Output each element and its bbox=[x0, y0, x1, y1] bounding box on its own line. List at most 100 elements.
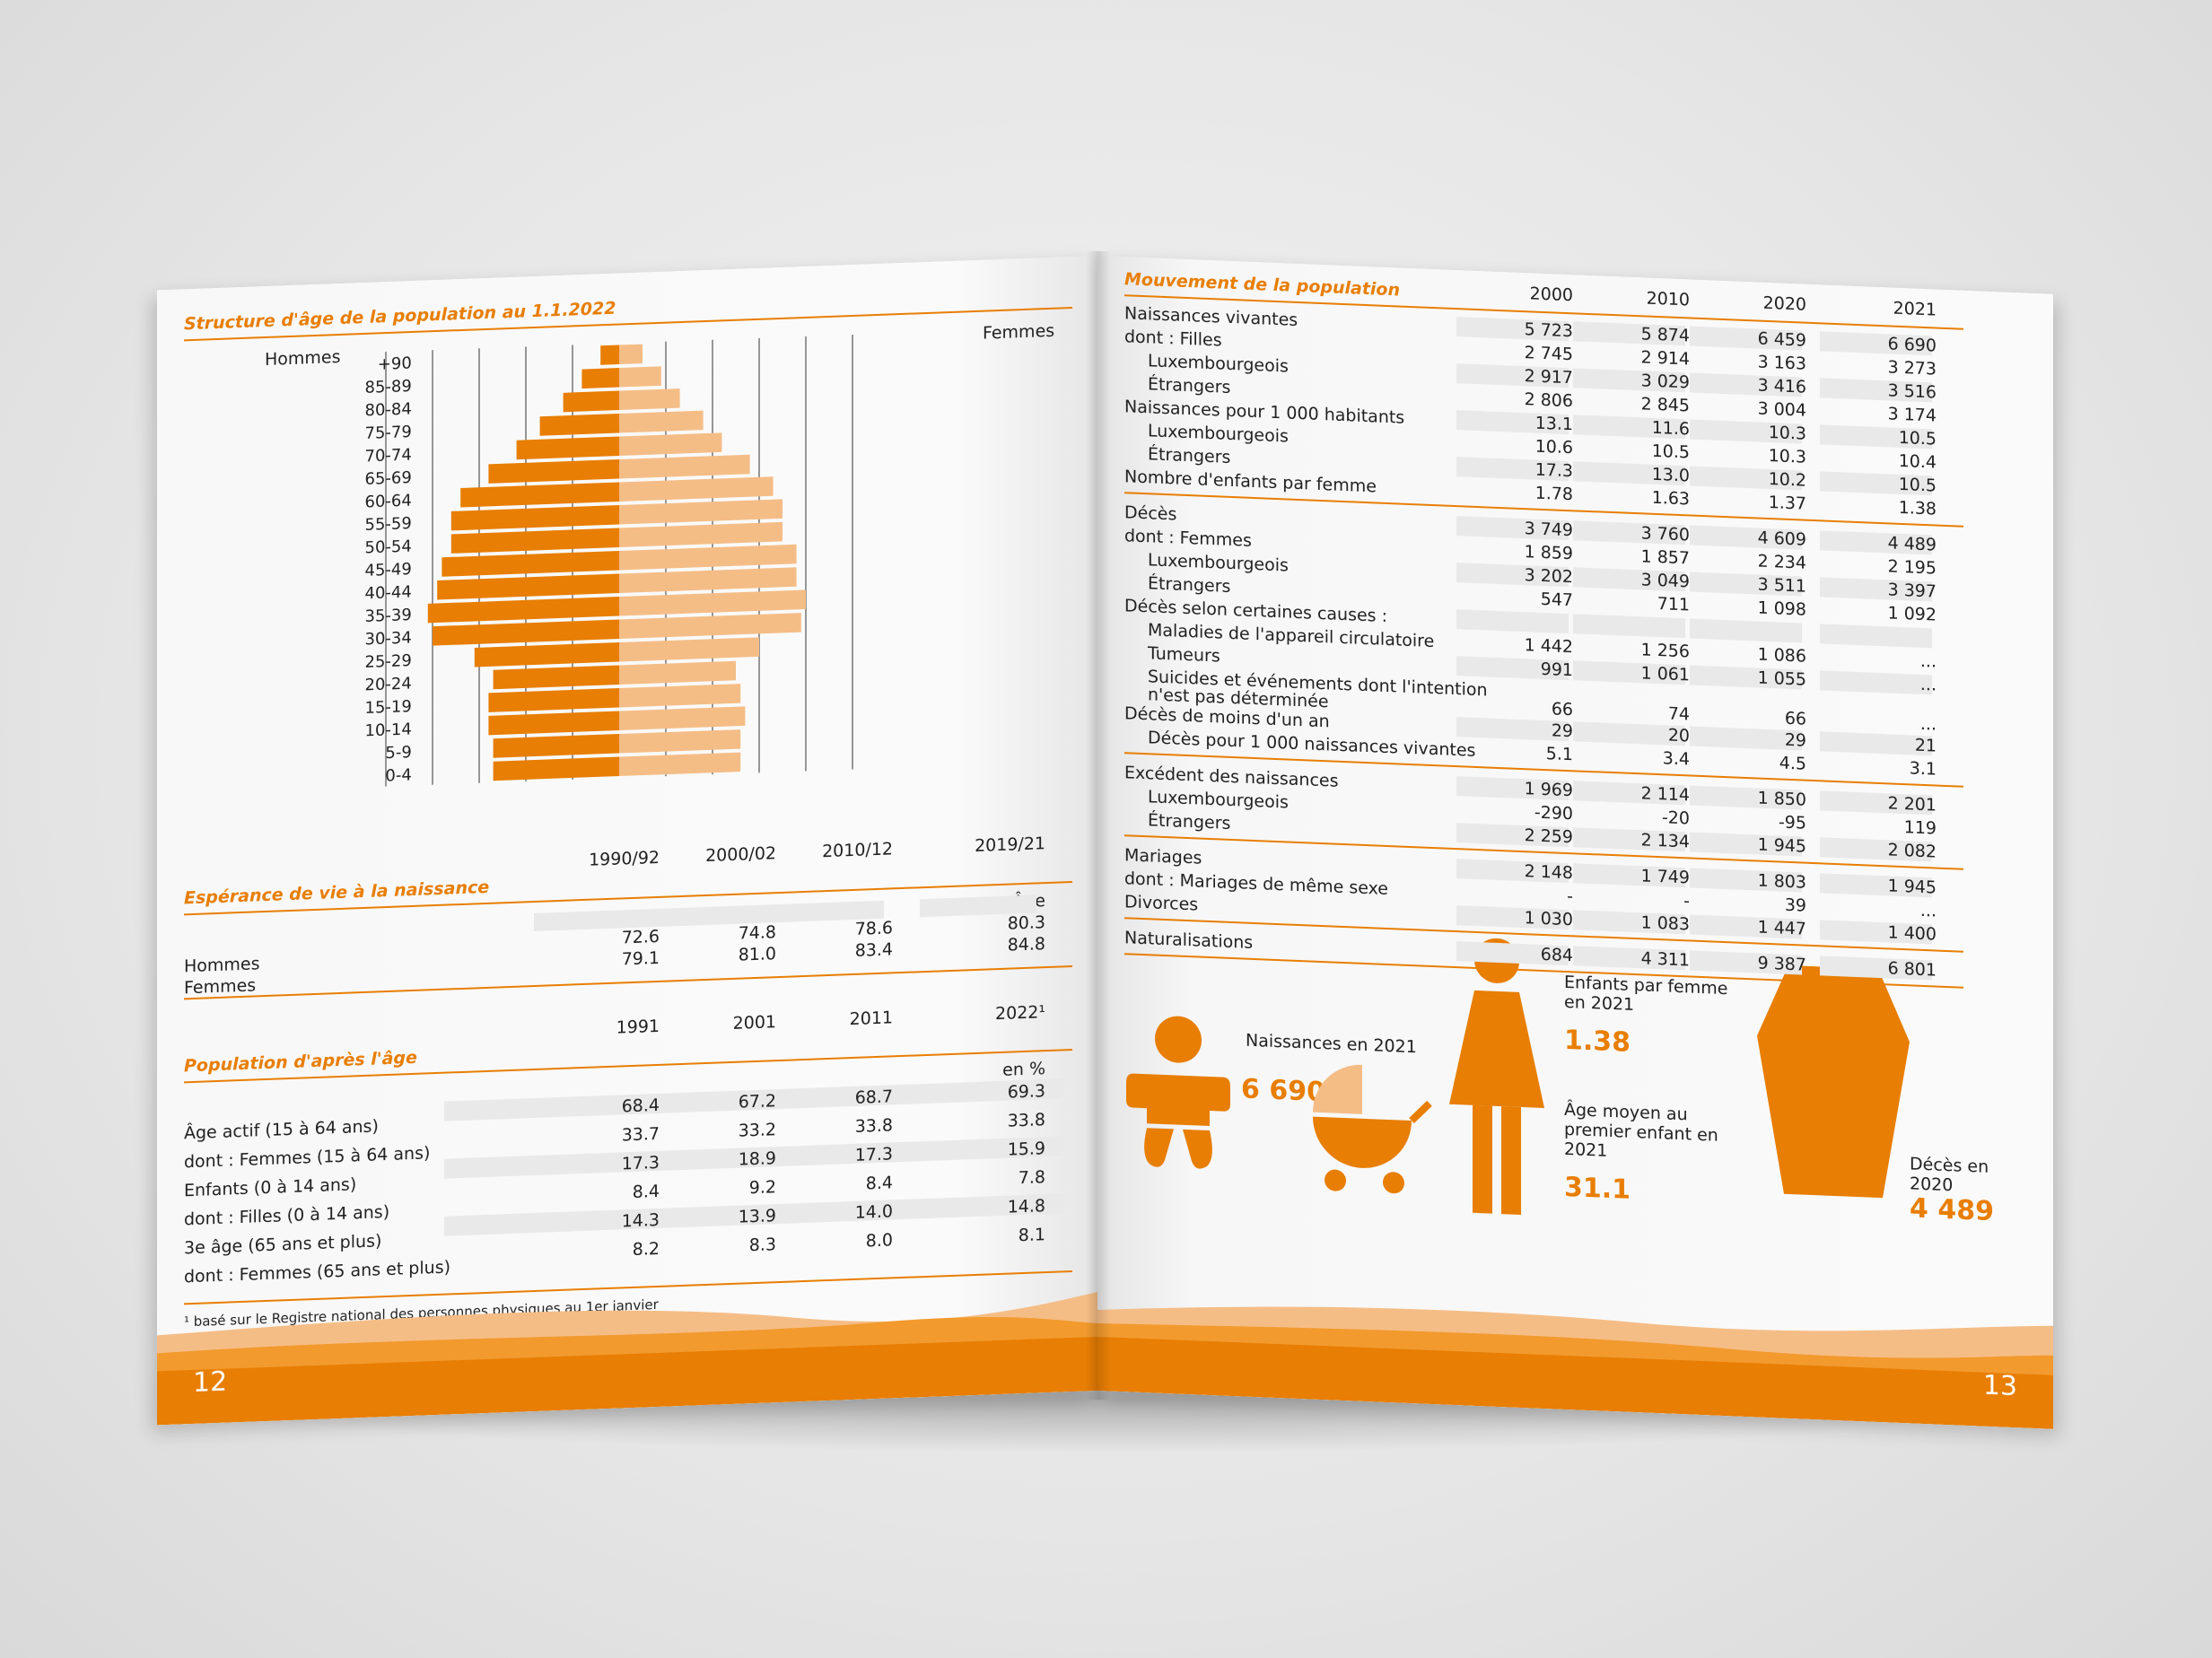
pa-row-label: Âge actif (15 à 64 ans) bbox=[184, 1116, 379, 1144]
le-cell: 74.8 bbox=[738, 922, 776, 944]
mv-cell: 29 bbox=[1551, 720, 1573, 742]
children-value: 1.38 bbox=[1564, 1024, 1631, 1059]
footer-band-left bbox=[157, 1292, 1097, 1426]
mv-cell: 1 256 bbox=[1640, 640, 1690, 662]
bar-femmes-20-24 bbox=[619, 660, 736, 685]
mv-cell: 20 bbox=[1667, 725, 1690, 746]
mv-cell: 4 489 bbox=[1887, 533, 1937, 555]
mv-cell: 5 874 bbox=[1640, 324, 1690, 346]
mv-cell: 2 806 bbox=[1524, 389, 1573, 412]
mv-cell: 2 082 bbox=[1887, 840, 1937, 862]
xtick-label: 3 bbox=[474, 796, 484, 809]
mv-row-label: dont : Femmes bbox=[1124, 526, 1252, 551]
pa-cell: 8.4 bbox=[865, 1173, 893, 1194]
mv-cell: 10.5 bbox=[1898, 474, 1937, 496]
le-cell: 80.3 bbox=[1007, 912, 1045, 934]
mv-cell: 2 845 bbox=[1640, 394, 1690, 416]
mv-row-label: Naissances vivantes bbox=[1124, 303, 1298, 330]
bar-femmes-10-14 bbox=[619, 706, 746, 731]
pa-cell: 8.0 bbox=[865, 1230, 893, 1252]
mv-row-label: Luxembourgeois bbox=[1148, 787, 1289, 813]
age-label: Âge moyen au premier enfant en 2021 bbox=[1564, 1099, 1718, 1161]
age-label-50-54: 50-54 bbox=[365, 537, 412, 558]
bar-hommes-70-74 bbox=[516, 436, 620, 460]
age-label-5-9: 5-9 bbox=[385, 743, 411, 763]
pa-cell: 17.3 bbox=[854, 1144, 893, 1165]
bar-femmes-85-89 bbox=[619, 366, 661, 388]
bar-hommes-80-84 bbox=[563, 390, 620, 413]
mv-row-label: Mariages bbox=[1124, 845, 1202, 868]
mv-row-label: Étrangers bbox=[1148, 374, 1231, 397]
xtick-label: 5 bbox=[847, 781, 857, 800]
mv-row-label: Étrangers bbox=[1148, 573, 1231, 597]
label-femmes: Femmes bbox=[983, 321, 1054, 344]
age-value: 31.1 bbox=[1564, 1171, 1631, 1206]
xtick-label: 4 bbox=[427, 797, 437, 808]
mv-cell: 10.4 bbox=[1898, 450, 1937, 473]
le-cell: 79.1 bbox=[621, 947, 660, 970]
mv-cell: 3 049 bbox=[1640, 570, 1690, 592]
life-expectancy-table bbox=[157, 256, 1097, 290]
pa-cell: 15.9 bbox=[1007, 1139, 1045, 1160]
mv-cell: 2 134 bbox=[1640, 830, 1690, 852]
mv-cell: 3 004 bbox=[1757, 398, 1806, 421]
mv-cell: 1.78 bbox=[1534, 483, 1573, 505]
mv-row-label: Luxembourgeois bbox=[1148, 351, 1289, 377]
baby-icon bbox=[1126, 1016, 1230, 1169]
mv-cell: 3 397 bbox=[1887, 580, 1937, 602]
xtick-label: 1 bbox=[567, 792, 577, 809]
label-hommes: Hommes bbox=[265, 347, 341, 370]
xtick-label: 1 bbox=[660, 789, 670, 807]
bar-hommes-15-19 bbox=[488, 688, 619, 712]
mv-cell: 1 945 bbox=[1887, 876, 1937, 898]
mv-cell: 2 114 bbox=[1640, 783, 1690, 806]
mv-row-label: Nombre d'enfants par femme bbox=[1124, 467, 1377, 497]
mv-row-label: Luxembourgeois bbox=[1148, 421, 1289, 447]
pa-cell: 14.3 bbox=[621, 1209, 660, 1232]
pa-cell: 13.9 bbox=[738, 1206, 776, 1227]
mv-cell: 1 859 bbox=[1524, 542, 1573, 564]
mv-row-label: Étrangers bbox=[1148, 444, 1231, 467]
mv-cell: 1 098 bbox=[1757, 598, 1806, 620]
pa-col-header: 2001 bbox=[732, 1012, 776, 1034]
mv-cell: 1.37 bbox=[1768, 493, 1806, 514]
xtick-label: 5 bbox=[380, 798, 390, 808]
woman-icon bbox=[1449, 938, 1544, 1215]
age-label-15-19: 15-19 bbox=[365, 697, 412, 718]
bar-femmes-40-44 bbox=[619, 567, 797, 594]
mv-cell: 3 163 bbox=[1757, 352, 1806, 374]
mv-col-header: 2010 bbox=[1646, 288, 1690, 310]
age-label-40-44: 40-44 bbox=[365, 583, 412, 604]
mv-cell: 10.2 bbox=[1768, 469, 1806, 491]
le-col-header: 1990/92 bbox=[589, 847, 660, 870]
mv-cell: ... bbox=[1919, 900, 1937, 921]
mv-cell: 5.1 bbox=[1545, 744, 1573, 765]
mv-row-label: Naturalisations bbox=[1124, 928, 1254, 953]
pa-cell: 68.4 bbox=[621, 1095, 660, 1117]
population-age-title: Population d'après l'âge bbox=[184, 1047, 417, 1077]
mv-cell: 3 174 bbox=[1887, 404, 1937, 426]
mv-cell: 3 202 bbox=[1524, 565, 1573, 588]
pa-cell: 7.8 bbox=[1018, 1167, 1045, 1189]
bar-femmes-70-74 bbox=[619, 432, 722, 457]
le-cell: 83.4 bbox=[854, 939, 893, 961]
mv-cell: -20 bbox=[1661, 807, 1690, 829]
mv-cell: 1 850 bbox=[1757, 788, 1806, 810]
bar-hommes-45-49 bbox=[442, 551, 619, 577]
mv-cell: 11.6 bbox=[1651, 417, 1690, 440]
le-cell: 81.0 bbox=[738, 944, 776, 965]
mv-cell: 1 055 bbox=[1757, 668, 1806, 690]
mv-cell: 10.3 bbox=[1768, 423, 1806, 444]
mv-cell: 13.0 bbox=[1651, 464, 1690, 486]
bar-femmes-65-69 bbox=[619, 454, 750, 479]
mv-cell: 10.5 bbox=[1651, 441, 1690, 463]
mv-cell: -95 bbox=[1778, 812, 1806, 833]
pa-row-label: dont : Femmes (65 ans et plus) bbox=[184, 1257, 451, 1287]
bar-femmes-60-64 bbox=[619, 476, 774, 502]
bar-femmes-80-84 bbox=[619, 388, 680, 411]
mv-cell: 9 387 bbox=[1757, 953, 1806, 975]
age-label-75-79: 75-79 bbox=[365, 423, 412, 443]
bar-femmes-25-29 bbox=[619, 637, 759, 662]
mv-cell: 10.3 bbox=[1768, 446, 1806, 467]
